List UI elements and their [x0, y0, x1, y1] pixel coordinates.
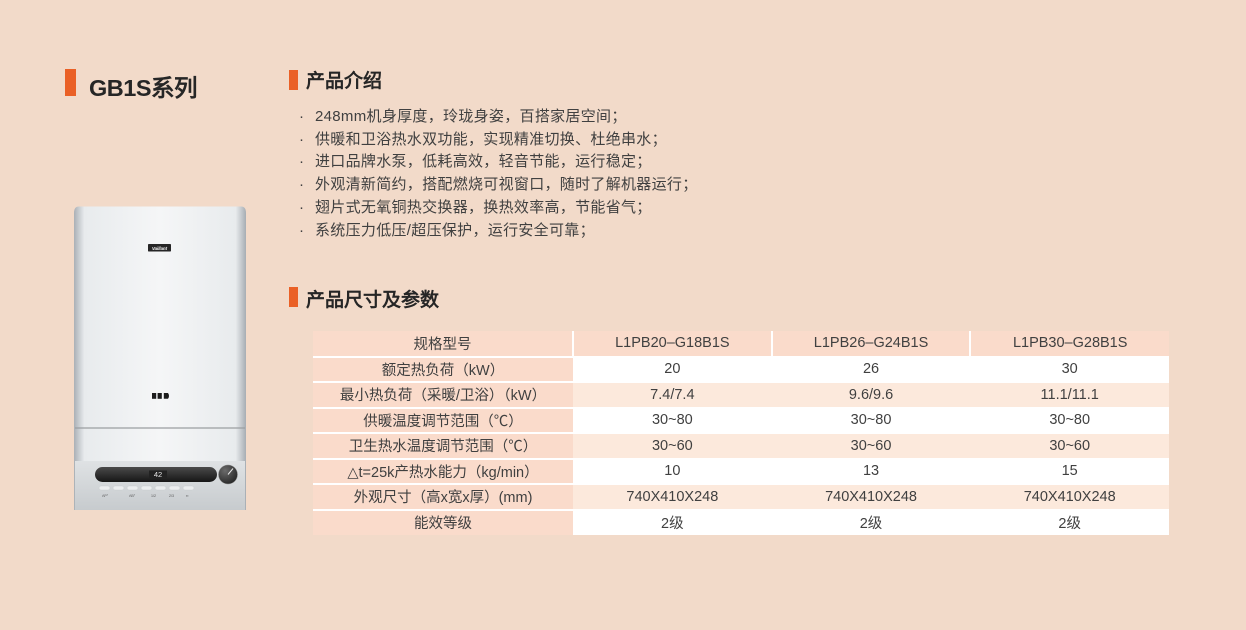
svg-text:ΛB°: ΛB° — [129, 494, 136, 498]
svg-text:ΛP°: ΛP° — [102, 494, 109, 498]
svg-text:42: 42 — [154, 470, 162, 479]
svg-text:2/3: 2/3 — [169, 494, 174, 498]
svg-text:1/2: 1/2 — [151, 494, 156, 498]
svg-text:Vaillant: Vaillant — [152, 246, 168, 251]
svg-text:▪▪: ▪▪ — [186, 494, 189, 498]
